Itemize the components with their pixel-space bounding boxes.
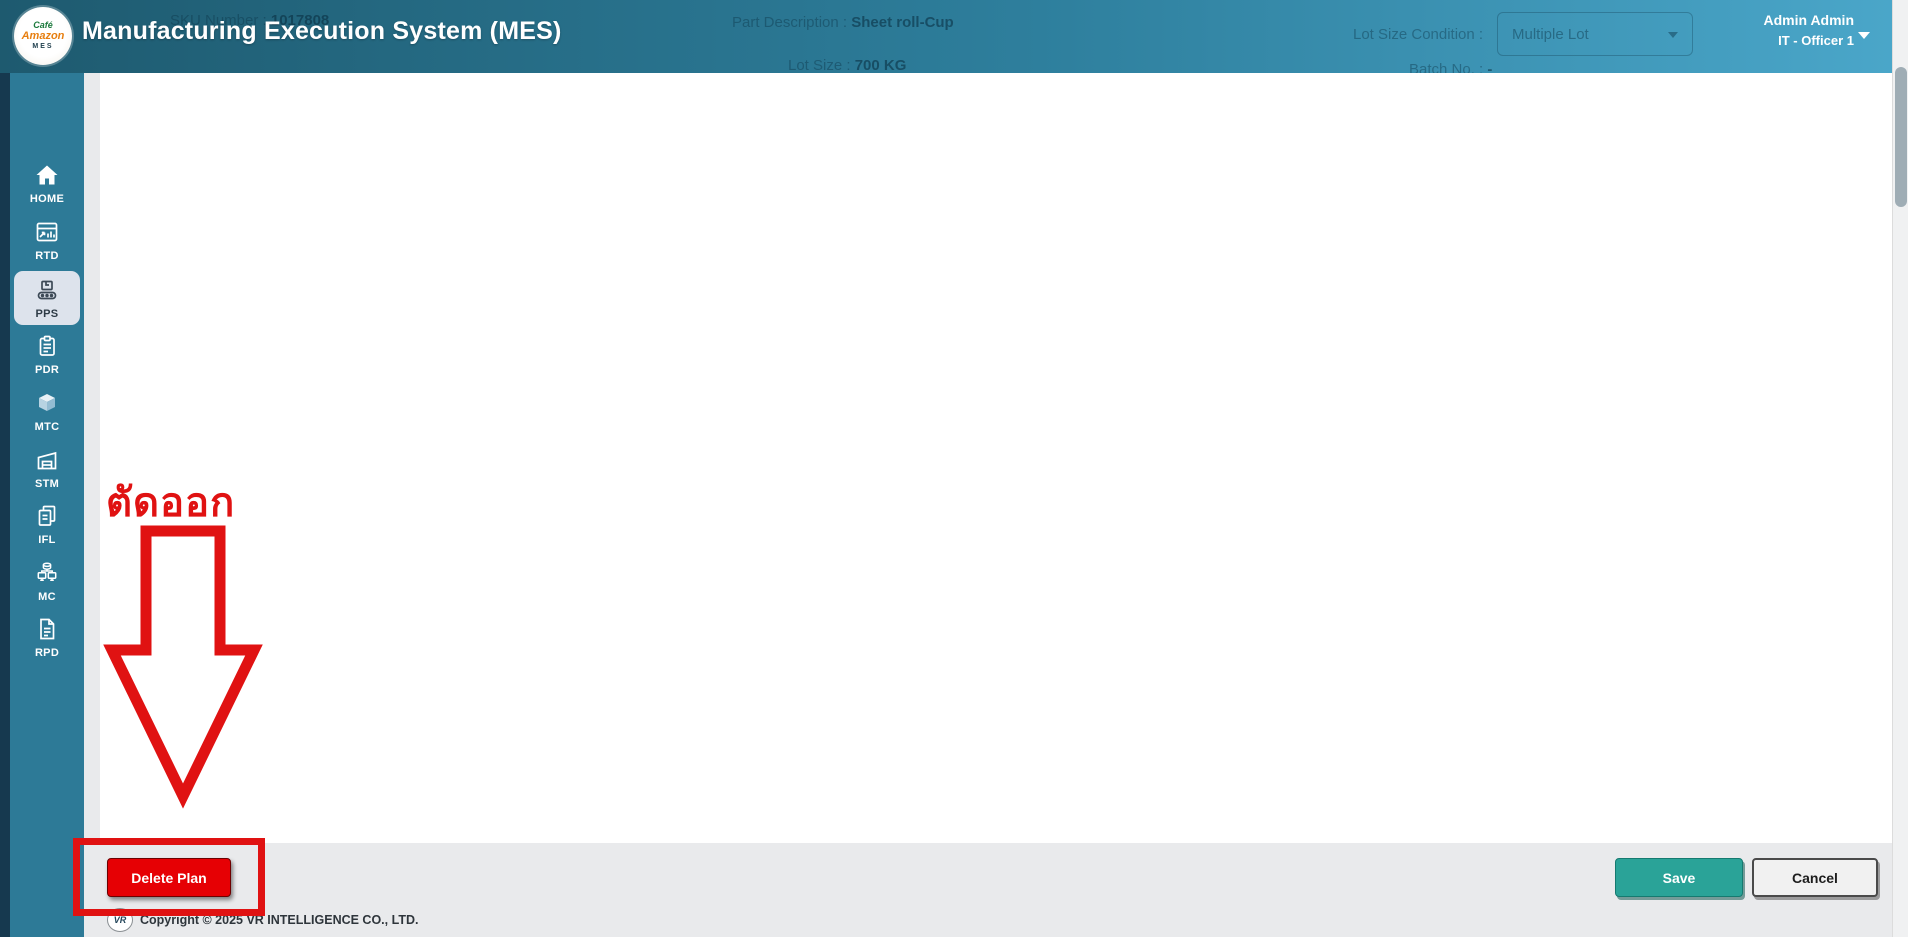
home-icon	[10, 162, 84, 192]
sidebar-item-pps[interactable]: PPS	[14, 271, 80, 325]
ghost-lot-size-field: Lot Size : 700 KG	[788, 57, 907, 73]
dashboard-chart-icon	[10, 219, 84, 249]
sidebar-item-ifl[interactable]: IFL	[10, 503, 84, 546]
app-header: SKU Number : 1017808 Part Description : …	[0, 0, 1892, 73]
sidebar-item-home[interactable]: HOME	[10, 162, 84, 205]
cancel-button[interactable]: Cancel	[1752, 858, 1878, 897]
ghost-lot-size-condition-label: Lot Size Condition :	[1353, 26, 1484, 43]
copyright-text: Copyright © 2025 VR INTELLIGENCE CO., LT…	[140, 913, 419, 927]
sidebar-item-pdr[interactable]: PDR	[10, 333, 84, 376]
vertical-scrollbar-thumb[interactable]	[1895, 67, 1907, 207]
sidebar-item-rpd[interactable]: RPD	[10, 616, 84, 659]
sidebar-item-stm[interactable]: STM	[10, 447, 84, 490]
ghost-batch-no-field: Batch No. : -	[1409, 61, 1493, 73]
sidebar-item-mc[interactable]: MC	[10, 560, 84, 603]
factory-icon	[10, 447, 84, 477]
sidebar-edge	[0, 73, 10, 937]
report-document-icon	[10, 616, 84, 646]
user-role: IT - Officer 1	[1778, 33, 1854, 48]
content-card	[100, 73, 1892, 843]
cube-icon	[10, 390, 84, 420]
documents-icon	[10, 503, 84, 533]
ghost-lot-size-condition-select: Multiple Lot	[1497, 12, 1693, 56]
vertical-scrollbar[interactable]	[1892, 0, 1908, 937]
annotation-delete-plan-box	[73, 838, 265, 916]
annotation-cut-text: ตัดออก	[106, 481, 236, 525]
network-computers-icon	[10, 560, 84, 590]
sidebar-item-rtd[interactable]: RTD	[10, 219, 84, 262]
save-button[interactable]: Save	[1615, 858, 1743, 897]
sidebar-item-mtc[interactable]: MTC	[10, 390, 84, 433]
production-conveyor-icon	[14, 277, 80, 307]
app-logo: Café Amazon MES	[14, 7, 72, 65]
ghost-sku-field: SKU Number : 1017808	[170, 12, 330, 29]
chevron-down-icon	[1668, 32, 1678, 38]
page-title: Manufacturing Execution System (MES)	[82, 17, 562, 45]
ghost-part-description-field: Part Description : Sheet roll-Cup	[732, 14, 954, 31]
clipboard-icon	[10, 333, 84, 363]
delete-plan-button[interactable]: Delete Plan	[107, 858, 231, 897]
user-name: Admin Admin	[1763, 12, 1854, 28]
user-menu[interactable]: Admin Admin IT - Officer 1	[1764, 10, 1854, 52]
sidebar: HOME RTD PPS P	[0, 73, 84, 937]
chevron-down-icon[interactable]	[1858, 32, 1870, 39]
